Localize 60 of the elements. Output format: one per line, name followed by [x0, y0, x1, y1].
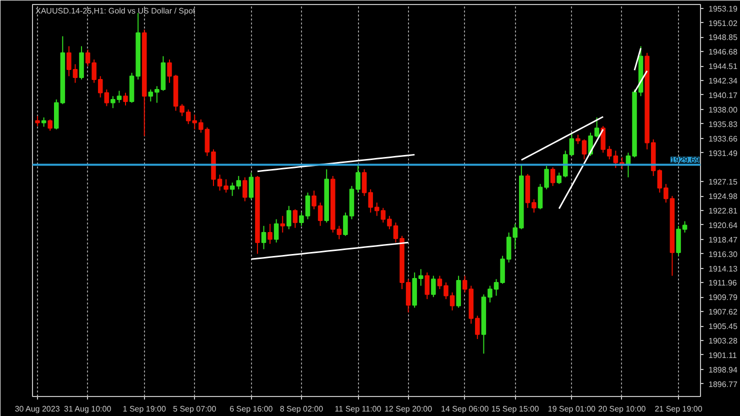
candlestick [286, 205, 292, 230]
candlestick [292, 208, 298, 228]
line-series [520, 116, 604, 161]
x-tick-label: 8 Sep 02:00 [280, 404, 324, 414]
y-tick-label: 1901.11 [708, 350, 738, 360]
candlestick [35, 116, 40, 127]
line-series [250, 242, 410, 260]
candlestick [431, 275, 436, 298]
y-tick-label: 1946.68 [708, 48, 738, 57]
y-tick-label: 1924.98 [708, 192, 738, 202]
candlestick [268, 223, 272, 244]
y-tick-label: 1898.94 [708, 365, 738, 374]
candlestick [280, 215, 285, 234]
x-tick-label: 6 Sep 16:00 [230, 404, 274, 414]
y-tick-label: 1927.15 [708, 178, 738, 187]
candlestick [242, 176, 248, 202]
y-tick-label: 1942.34 [708, 76, 738, 86]
candlestick [41, 116, 46, 128]
y-tick-label: 1916.30 [708, 250, 738, 259]
y-tick-label: 1907.62 [708, 308, 738, 317]
x-tick-label: 21 Sep 19:00 [654, 404, 703, 414]
candlestick [248, 172, 254, 200]
x-tick-label: 15 Sep 15:00 [491, 404, 540, 414]
x-tick-label: 30 Aug 2023 [14, 404, 60, 414]
y-tick-label: 1933.66 [708, 134, 738, 144]
x-tick-label: 31 Aug 10:00 [64, 404, 112, 414]
candlestick [550, 166, 556, 186]
x-tick-label: 5 Sep 07:00 [173, 404, 217, 414]
y-tick-label: 1938.00 [708, 105, 738, 114]
chart-title: XAUUSD.14-25,H1: Gold vs US Dollar / Spot [36, 6, 196, 16]
y-tick-label: 1922.81 [708, 206, 738, 216]
y-tick-label: 1951.02 [708, 18, 738, 28]
y-tick-label: 1914.13 [708, 264, 738, 274]
line-series [558, 128, 604, 210]
candlestick [424, 272, 430, 300]
y-tick-label: 1903.28 [708, 336, 738, 346]
candlestick [274, 218, 279, 244]
y-tick-label: 1953.19 [708, 4, 738, 14]
y-tick-label: 1918.47 [708, 235, 738, 244]
y-tick-label: 1944.51 [708, 62, 738, 72]
y-tick-label: 1905.45 [708, 322, 738, 332]
x-tick-label: 11 Sep 11:00 [334, 404, 382, 414]
y-tick-label: 1911.96 [708, 278, 738, 288]
y-tick-label: 1935.83 [708, 120, 738, 129]
x-tick-label: 1 Sep 19:00 [122, 404, 166, 414]
candlestick [48, 118, 52, 132]
x-tick-label: 12 Sep 20:00 [384, 404, 433, 414]
y-tick-label: 1909.79 [708, 293, 738, 302]
x-tick-label: 19 Sep 01:00 [548, 404, 596, 414]
candlestick [123, 92, 128, 106]
y-tick-label: 1948.85 [708, 33, 738, 42]
x-tick-label: 20 Sep 10:00 [598, 404, 646, 414]
line-series [256, 154, 416, 172]
y-tick-label: 1896.77 [708, 380, 738, 389]
candlestick [261, 225, 266, 250]
y-tick-label: 1931.49 [708, 148, 738, 158]
ref-line-label: 1929.69 [670, 156, 700, 165]
y-tick-label: 1920.64 [708, 220, 738, 230]
x-tick-label: 14 Sep 06:00 [441, 404, 490, 414]
y-tick-label: 1940.17 [708, 90, 738, 100]
